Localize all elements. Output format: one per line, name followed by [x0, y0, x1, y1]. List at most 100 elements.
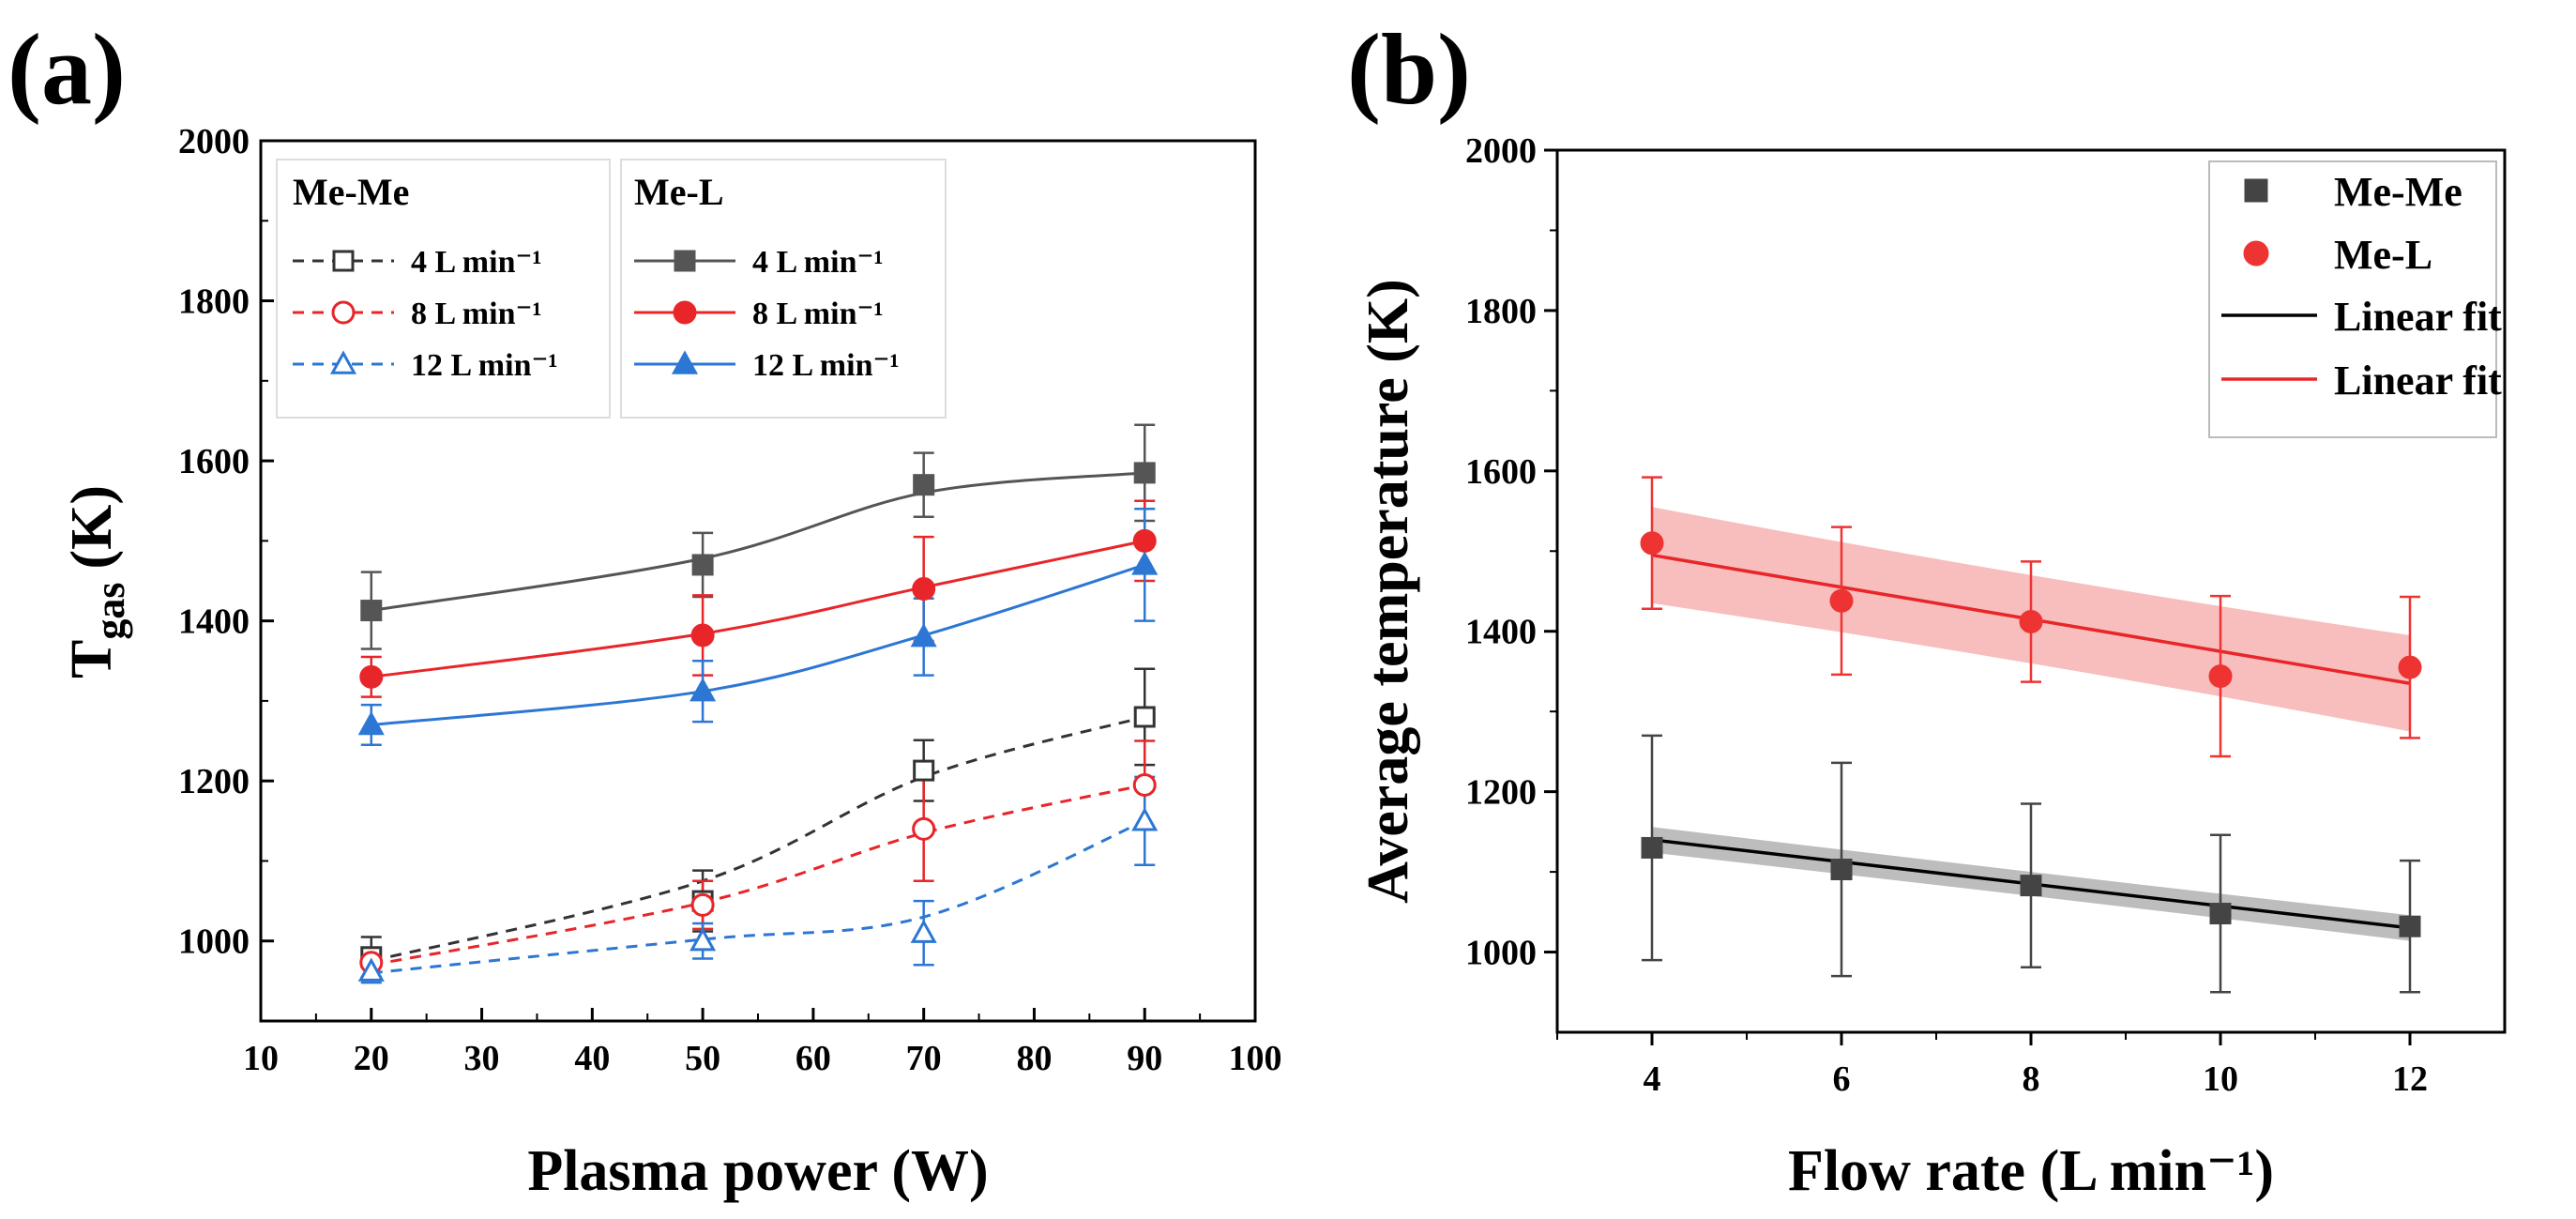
- a-point-5-2: [910, 623, 937, 648]
- a-legend-marker-3: [674, 250, 696, 272]
- a-point-3-1: [691, 554, 714, 576]
- b-legend-label-1: Me-L: [2334, 232, 2432, 278]
- a-curve-4: [371, 539, 1145, 678]
- a-xtick-label-2: 30: [464, 1039, 500, 1078]
- b-ytick-label-2: 1400: [1465, 613, 1537, 652]
- a-point-4-0: [359, 664, 384, 689]
- a-xtick-label-7: 80: [1016, 1039, 1052, 1078]
- a-xtick-label-8: 90: [1127, 1039, 1162, 1078]
- a-legend-marker-2: [329, 350, 357, 374]
- b-ytick-label-4: 1800: [1465, 292, 1537, 331]
- a-ytick-label-2: 1400: [178, 602, 250, 642]
- b-point-0-3: [2209, 903, 2232, 925]
- panel-a-x-axis-title: Plasma power (W): [527, 1139, 988, 1203]
- b-point-1-2: [2019, 609, 2043, 633]
- panel-a-markers: [357, 462, 1159, 982]
- panel-b-y-axis-title: Average temperature (K): [1356, 279, 1420, 904]
- b-xtick-label-3: 10: [2203, 1059, 2238, 1099]
- b-xtick-label-0: 4: [1644, 1059, 1661, 1099]
- a-point-2-2: [910, 919, 937, 943]
- panel-a-y-tick-labels: 1000 1200 1400 1600 1800 2000: [178, 122, 250, 962]
- a-point-5-0: [357, 710, 385, 736]
- b-point-1-1: [1829, 588, 1854, 613]
- panel-b-x-axis-title: Flow rate (L min⁻¹): [1788, 1139, 2274, 1203]
- panel-b-label: (b): [1347, 14, 1471, 126]
- panel-b-markers: [1640, 531, 2422, 937]
- panel-b-ticks: [1544, 148, 2412, 1045]
- b-ytick-label-1: 1200: [1465, 773, 1537, 813]
- a-point-0-3: [1133, 706, 1156, 728]
- a-legend-label-0: 4 L min⁻¹: [411, 245, 542, 280]
- b-point-0-0: [1641, 836, 1663, 859]
- panel-b-legend-entries: Me-Me Me-L Linear fit Linear fit: [2221, 169, 2502, 404]
- a-xtick-label-9: 100: [1229, 1039, 1282, 1078]
- a-point-5-1: [689, 678, 717, 702]
- b-legend-marker-0: [2244, 178, 2268, 203]
- a-point-4-3: [1132, 528, 1157, 553]
- b-legend-fit-label-1: Linear fit: [2334, 358, 2502, 404]
- a-point-4-2: [912, 577, 936, 602]
- a-legend-label-2: 12 L min⁻¹: [411, 348, 558, 383]
- b-ytick-label-3: 1600: [1465, 452, 1537, 492]
- y-title-main: T: [60, 640, 124, 678]
- a-ytick-label-5: 2000: [178, 122, 250, 161]
- a-point-1-3: [1132, 772, 1157, 797]
- a-curve-3: [371, 471, 1145, 613]
- legend-title-me-l: Me-L: [634, 171, 724, 213]
- a-point-1-1: [690, 892, 715, 917]
- b-legend-label-0: Me-Me: [2334, 169, 2462, 215]
- b-point-1-4: [2398, 655, 2422, 679]
- legend-box-me-l: [620, 159, 947, 419]
- b-point-0-4: [2399, 915, 2421, 937]
- a-legend-marker-5: [671, 350, 699, 374]
- panel-a-error-bars: [360, 423, 1156, 984]
- a-legend-marker-4: [673, 300, 697, 325]
- a-xtick-label-4: 50: [685, 1039, 720, 1078]
- panel-a-legend-entries: 4 L min⁻¹ 8 L min⁻¹ 12 L min⁻¹ 4 L min⁻¹ 8 L…: [293, 245, 900, 383]
- b-xtick-label-2: 8: [2023, 1059, 2040, 1099]
- a-point-0-2: [913, 759, 935, 782]
- a-xtick-label-5: 60: [796, 1039, 831, 1078]
- panel-a-y-axis-title: Tgas (K): [60, 485, 133, 678]
- b-point-1-0: [1640, 531, 1664, 556]
- a-ytick-label-3: 1600: [178, 442, 250, 481]
- a-point-5-3: [1131, 551, 1159, 575]
- a-legend-label-1: 8 L min⁻¹: [411, 297, 542, 331]
- a-point-2-1: [689, 927, 717, 952]
- a-point-3-2: [913, 474, 935, 496]
- panel-b-legend-box: [2208, 160, 2497, 438]
- b-legend-fit-label-0: Linear fit: [2334, 294, 2502, 340]
- svg-text:Tgas(K): Tgas (K): [60, 485, 133, 678]
- a-ytick-label-4: 1800: [178, 282, 250, 322]
- b-point-1-3: [2208, 664, 2233, 689]
- panel-b-error-bars: [1642, 476, 2420, 994]
- panel-a: (a) 1000 1200 1400 1600 1800 2000 10 20 30 40 50 6…: [8, 14, 1282, 1203]
- b-point-0-1: [1830, 859, 1853, 881]
- panel-a-label: (a): [8, 14, 126, 126]
- panel-a-curves: [371, 471, 1145, 975]
- b-ytick-label-0: 1000: [1465, 934, 1537, 973]
- a-point-4-1: [690, 623, 715, 648]
- panel-a-x-tick-labels: 10 20 30 40 50 60 70 80 90 100: [243, 1039, 1282, 1078]
- a-xtick-label-6: 70: [906, 1039, 942, 1078]
- a-legend-marker-0: [332, 250, 355, 272]
- b-point-0-2: [2020, 875, 2042, 897]
- panel-b: (b) 1000 1200 1400 1600 1800 2000 4 6 8 10 12 Me-…: [1347, 14, 2507, 1203]
- a-ytick-label-0: 1000: [178, 922, 250, 962]
- a-point-2-3: [1131, 807, 1159, 831]
- panel-a-ticks: [259, 139, 1257, 1021]
- b-legend-marker-1: [2243, 240, 2269, 267]
- b-xtick-label-4: 12: [2392, 1059, 2428, 1099]
- a-legend-marker-1: [331, 300, 356, 325]
- b-ytick-label-5: 2000: [1465, 131, 1537, 171]
- a-curve-2: [371, 819, 1145, 975]
- legend-box-me-me: [276, 159, 611, 419]
- a-ytick-label-1: 1200: [178, 762, 250, 801]
- a-xtick-label-0: 10: [243, 1039, 279, 1078]
- a-curve-5: [371, 563, 1145, 726]
- a-point-2-0: [357, 957, 385, 982]
- y-title-unit: (K): [60, 485, 124, 570]
- a-legend-label-3: 4 L min⁻¹: [752, 245, 884, 280]
- b-xtick-label-1: 6: [1833, 1059, 1851, 1099]
